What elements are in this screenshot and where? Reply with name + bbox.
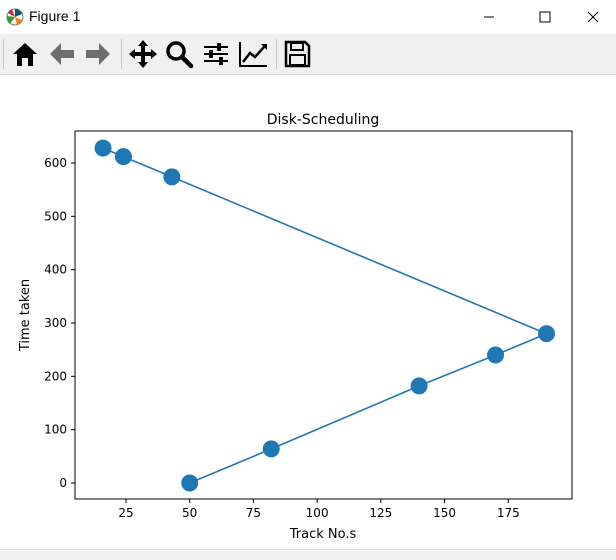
data-series: [94, 139, 556, 492]
axes-background: [75, 131, 572, 499]
minimize-icon: [484, 16, 494, 18]
y-tick-label: 500: [44, 209, 67, 223]
x-tick-label: 50: [182, 506, 197, 520]
pan-button[interactable]: [127, 38, 159, 70]
data-point: [114, 148, 132, 166]
edit-axis-button[interactable]: [237, 38, 269, 70]
figure-canvas[interactable]: Disk-Scheduling Track No.s Time taken 25…: [0, 75, 616, 549]
navigation-toolbar: [0, 34, 616, 75]
axis-ticks: 25 50 75 100 125 150 175 0 100 200 300 400 500 600: [44, 156, 520, 520]
save-disk-icon: [284, 40, 311, 68]
y-tick-label: 0: [59, 476, 67, 490]
x-tick-label: 175: [497, 506, 520, 520]
y-tick-label: 600: [44, 156, 67, 170]
axes-frame: [74, 130, 573, 500]
back-button[interactable]: [46, 38, 78, 70]
toolbar-separator: [3, 39, 4, 69]
y-tick-label: 300: [44, 316, 67, 330]
x-tick-label: 125: [369, 506, 392, 520]
data-point: [163, 168, 181, 186]
y-axis-label: Time taken: [18, 279, 33, 352]
x-tick-label: 25: [118, 506, 133, 520]
minimize-button[interactable]: [466, 0, 512, 34]
series-line: [102, 147, 549, 484]
window-title: Figure 1: [29, 8, 81, 24]
pan-move-icon: [129, 40, 157, 68]
x-tick-label: 75: [246, 506, 261, 520]
zoom-button[interactable]: [163, 38, 195, 70]
data-point: [538, 325, 556, 343]
data-point: [262, 440, 280, 458]
toolbar-separator: [276, 39, 277, 69]
x-tick-label: 100: [306, 506, 329, 520]
close-button[interactable]: [570, 0, 616, 34]
chart-title: Disk-Scheduling: [267, 112, 380, 128]
x-axis-label: Track No.s: [289, 527, 357, 542]
configure-subplots-icon: [204, 43, 228, 65]
maximize-button[interactable]: [522, 0, 568, 34]
forward-arrow-icon: [86, 43, 110, 65]
zoom-magnifier-icon: [166, 41, 194, 69]
forward-button[interactable]: [82, 38, 114, 70]
data-point: [410, 377, 428, 395]
x-tick-label: 150: [433, 506, 456, 520]
home-button[interactable]: [9, 38, 41, 70]
data-point: [94, 139, 112, 157]
data-point: [181, 474, 199, 492]
configure-subplots-button[interactable]: [200, 38, 232, 70]
data-point: [487, 346, 505, 364]
title-bar: Figure 1: [0, 0, 616, 34]
back-arrow-icon: [50, 43, 74, 65]
y-tick-label: 100: [44, 423, 67, 437]
home-icon: [13, 43, 37, 66]
matplotlib-logo-icon: [6, 8, 24, 26]
status-bar: [0, 549, 616, 560]
close-icon: [587, 11, 599, 23]
toolbar-separator: [121, 39, 122, 69]
y-tick-label: 400: [44, 263, 67, 277]
maximize-icon: [539, 11, 551, 23]
y-tick-label: 200: [44, 369, 67, 383]
edit-axis-icon: [239, 42, 267, 67]
disk-scheduling-chart: Disk-Scheduling Track No.s Time taken 25…: [18, 112, 573, 542]
save-button[interactable]: [281, 38, 313, 70]
